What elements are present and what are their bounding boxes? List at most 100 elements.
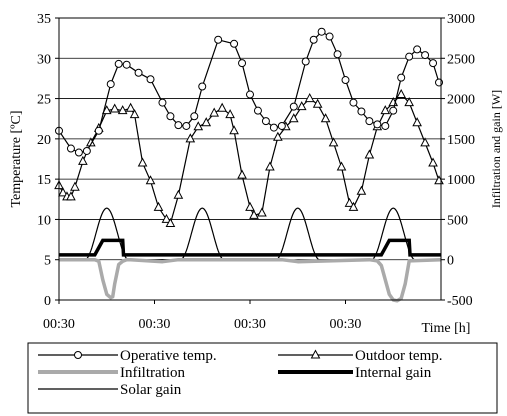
outdoor-temp-point-38 (328, 137, 339, 147)
operative-temp-point-20 (253, 106, 262, 115)
y2-tick-label-0: -500 (447, 294, 473, 309)
outdoor-temp-point-33 (288, 113, 299, 123)
outdoor-temp-point-41 (348, 201, 359, 211)
operative-temp-point-36 (389, 106, 398, 115)
x-axis-title: Time [h] (422, 321, 471, 336)
operative-temp-point-16 (214, 35, 223, 44)
outdoor-temp-point-28 (249, 209, 259, 219)
outdoor-temp-point-10 (117, 105, 128, 115)
outdoor-temp-point-17 (165, 217, 176, 227)
operative-temp-point-11 (166, 112, 175, 121)
operative-temp-point-30 (341, 76, 350, 85)
legend-label-3: Internal gain (355, 365, 432, 381)
operative-temp-point-8 (134, 68, 143, 77)
operative-temp-point-4 (94, 126, 103, 135)
outdoor-temp-point-34 (296, 101, 307, 111)
y2-tick-label-6: 2500 (447, 52, 475, 67)
outdoor-temp-point-27 (245, 201, 255, 211)
legend-item-2: Infiltration (38, 365, 185, 381)
legend-item-0: Operative temp. (38, 348, 217, 364)
operative-temp-point-37 (397, 73, 406, 82)
operative-temp-point-25 (301, 57, 310, 66)
operative-temp-point-17 (230, 39, 239, 48)
operative-temp-point-32 (357, 107, 366, 116)
outdoor-temp-point-30 (265, 161, 275, 171)
outdoor-temp-point-51 (428, 157, 438, 167)
operative-temp-point-27 (317, 27, 326, 36)
operative-temp-point-12 (174, 121, 183, 130)
outdoor-temp-point-20 (193, 121, 204, 131)
y-tick-label-4: 20 (37, 133, 51, 148)
y-tick-label-1: 5 (44, 254, 51, 269)
outdoor-temp-point-36 (312, 98, 323, 108)
outdoor-temp-point-19 (185, 133, 196, 143)
x-axis-ticks: 00:30 00:30 00:30 00:30 (43, 300, 361, 332)
outdoor-temp-point-43 (364, 149, 375, 159)
operative-temp-point-40 (421, 51, 430, 60)
y-tick-label-0: 0 (44, 294, 51, 309)
legend-label-1: Outdoor temp. (355, 348, 443, 364)
outdoor-temp-point-40 (344, 197, 355, 207)
plot-frame (58, 17, 442, 301)
legend-item-4: Solar gain (38, 382, 182, 398)
operative-temp-point-15 (198, 82, 207, 91)
y2-tick-label-2: 500 (447, 213, 468, 228)
series-infiltration (59, 257, 442, 303)
right-axis-ticks: -500 0 500 1000 1500 2000 2500 3000 (441, 12, 475, 309)
y-tick-label-2: 10 (37, 213, 51, 228)
outdoor-temp-point-12 (129, 109, 140, 119)
operative-temp-point-39 (413, 45, 422, 54)
operative-temp-point-26 (309, 35, 318, 44)
operative-temp-point-10 (158, 98, 167, 107)
outdoor-temp-point-22 (209, 107, 220, 117)
operative-temp-point-41 (429, 59, 438, 68)
outdoor-temp-point-5 (78, 155, 88, 165)
outdoor-temp-point-31 (273, 131, 283, 141)
outdoor-temp-point-29 (257, 207, 267, 217)
left-axis-ticks: 0 5 10 15 20 25 30 35 (37, 12, 59, 309)
operative-temp-point-31 (349, 98, 358, 107)
outdoor-temp-point-39 (336, 161, 347, 171)
operative-temp-point-14 (190, 112, 199, 121)
operative-temp-point-28 (325, 32, 334, 41)
operative-temp-point-35 (381, 121, 390, 130)
outdoor-temp-point-45 (380, 105, 391, 115)
outdoor-temp-point-26 (237, 169, 247, 179)
y2-tick-label-1: 0 (447, 254, 454, 269)
operative-temp-point-2 (74, 148, 83, 157)
outdoor-temp-point-4 (70, 181, 80, 191)
outdoor-temp-point-37 (320, 113, 331, 123)
operative-temp-point-7 (122, 60, 131, 69)
operative-temp-point-34 (373, 120, 382, 129)
operative-temp-point-18 (238, 59, 247, 68)
y2-tick-label-7: 3000 (447, 12, 475, 27)
x-tick-label-0: 00:30 (43, 317, 75, 332)
operative-temp-point-13 (182, 121, 191, 130)
outdoor-temp-point-48 (404, 97, 414, 107)
outdoor-temp-point-23 (217, 102, 227, 112)
outdoor-temp-point-16 (161, 213, 172, 223)
operative-temp-point-21 (261, 117, 270, 126)
operative-temp-point-23 (277, 121, 286, 130)
legend-label-2: Infiltration (120, 365, 185, 381)
y2-axis-title: Infiltration and gain [W] (489, 90, 503, 208)
legend-marker-circle (74, 351, 82, 359)
y2-tick-label-5: 2000 (447, 93, 475, 108)
legend: Operative temp. Outdoor temp. Infiltration… (27, 342, 498, 414)
outdoor-temp-point-6 (86, 137, 96, 147)
y-tick-label-3: 15 (37, 173, 51, 188)
legend-marker-triangle (310, 349, 321, 359)
series-internal-gain (59, 238, 441, 257)
y-tick-label-6: 30 (37, 52, 51, 67)
outdoor-temp-point-18 (173, 189, 184, 199)
outdoor-temp-point-9 (109, 103, 120, 113)
outdoor-temp-point-11 (125, 102, 136, 112)
outdoor-temp-point-42 (356, 185, 367, 195)
legend-item-1: Outdoor temp. (278, 348, 443, 364)
outdoor-temp-point-24 (225, 109, 235, 119)
operative-temp-point-5 (106, 80, 115, 89)
operative-temp-point-38 (405, 52, 414, 61)
outdoor-temp-point-14 (145, 175, 156, 185)
x-tick-label-1: 00:30 (139, 317, 171, 332)
